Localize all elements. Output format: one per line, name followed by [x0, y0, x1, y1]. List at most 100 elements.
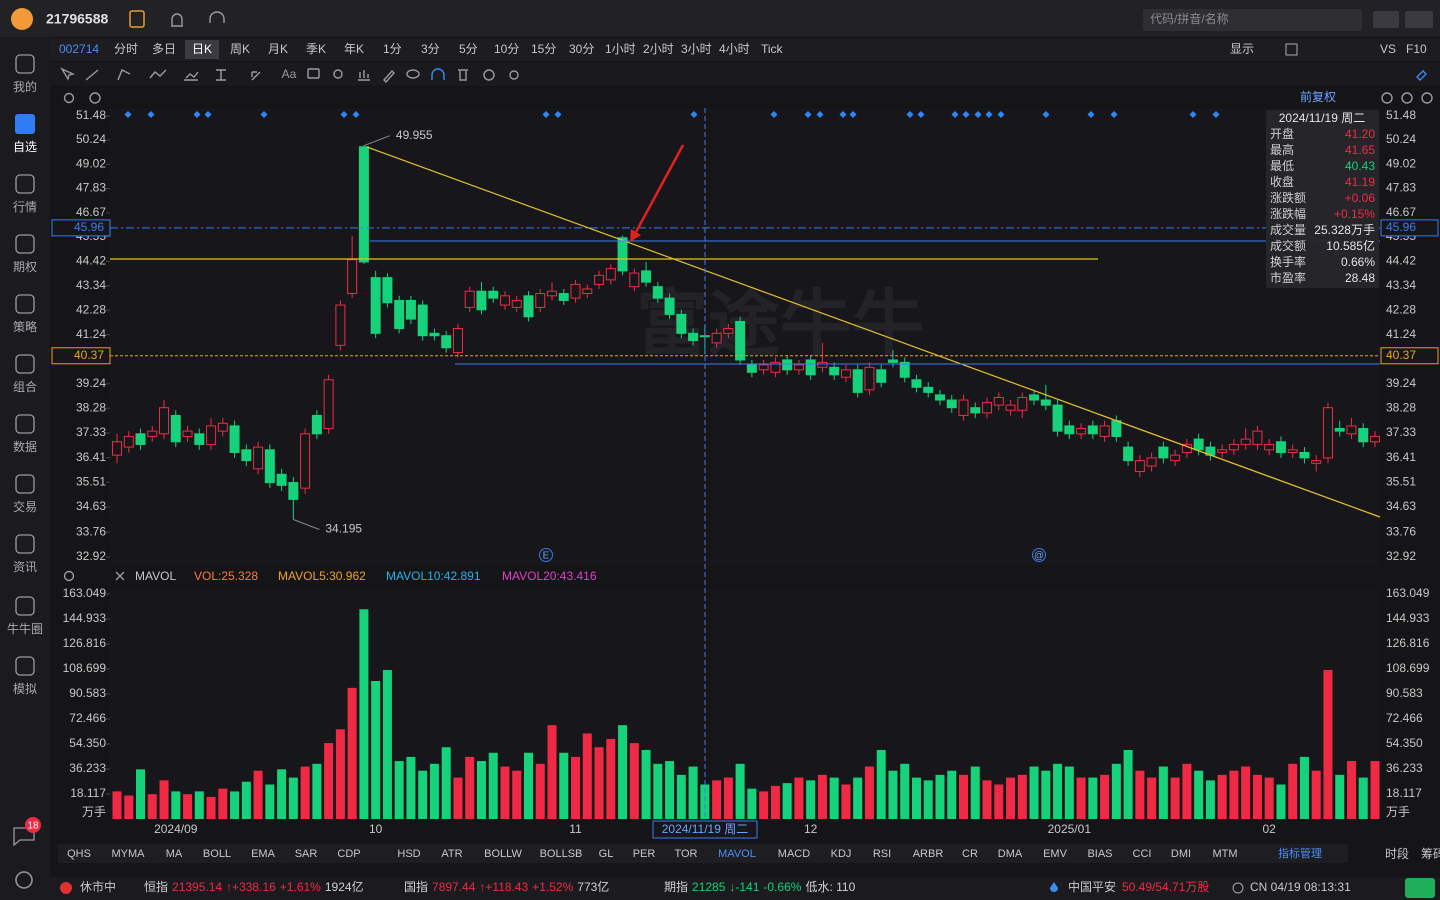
period-tab[interactable]: 4小时 — [719, 42, 750, 56]
arrow-tool[interactable] — [251, 71, 261, 81]
indicator-tab[interactable]: BOLLSB — [540, 848, 583, 860]
sidebar-label[interactable]: 自选 — [13, 140, 37, 154]
event-diamond[interactable] — [906, 111, 914, 118]
event-diamond[interactable] — [1042, 111, 1050, 118]
sidebar-label[interactable]: 行情 — [13, 200, 37, 214]
event-diamond[interactable] — [804, 111, 812, 118]
service-icon[interactable] — [209, 11, 225, 23]
event-diamond[interactable] — [542, 111, 550, 118]
cursor-tool[interactable] — [60, 67, 76, 81]
event-diamond[interactable] — [260, 111, 268, 118]
event-diamond[interactable] — [1087, 111, 1095, 118]
period-tab[interactable]: 季K — [306, 42, 326, 56]
measure-tool[interactable] — [216, 69, 226, 81]
indicator-tab[interactable]: CR — [962, 848, 978, 860]
indicator-tab[interactable]: RSI — [873, 848, 891, 860]
period-tab[interactable]: 3小时 — [681, 42, 712, 56]
skin-button[interactable] — [1373, 11, 1399, 28]
pin-icon[interactable] — [1416, 70, 1427, 81]
indicator-tab[interactable]: BIAS — [1087, 848, 1112, 860]
indicator-tab[interactable]: BOLLW — [484, 848, 522, 860]
indicator-tab[interactable]: EMA — [251, 848, 276, 860]
sidebar-label[interactable]: 我的 — [13, 79, 37, 94]
period-tab[interactable]: 15分 — [531, 42, 556, 56]
event-diamond[interactable] — [1212, 111, 1220, 118]
indicator-tab[interactable]: ATR — [441, 848, 462, 860]
sync-tool[interactable] — [483, 69, 495, 81]
period-tab[interactable]: Tick — [761, 42, 784, 56]
event-diamond[interactable] — [204, 111, 212, 118]
search-placeholder[interactable]: 代码/拼音/名称 — [1150, 11, 1229, 26]
indicator-tab[interactable]: DMI — [1171, 848, 1191, 860]
event-diamond[interactable] — [690, 111, 698, 118]
vs-button[interactable]: VS — [1380, 42, 1396, 56]
settings-icon[interactable] — [15, 871, 33, 889]
indicator-tab[interactable]: MACD — [778, 848, 810, 860]
indicator-tab[interactable]: DMA — [998, 848, 1023, 860]
sidebar-label[interactable]: 策略 — [13, 319, 37, 334]
indicator-name[interactable]: MAVOL — [135, 569, 176, 583]
event-diamond[interactable] — [147, 111, 155, 118]
eye-tool[interactable] — [406, 69, 420, 79]
indicator-tab[interactable]: SAR — [295, 848, 318, 860]
indicator-tab[interactable]: CCI — [1133, 848, 1152, 860]
indicator-tab[interactable]: MYMA — [112, 848, 146, 860]
indicator-tab[interactable]: ARBR — [913, 848, 944, 860]
period-tab[interactable]: 年K — [344, 42, 364, 56]
magnet-tool[interactable] — [431, 68, 445, 80]
period-tab[interactable]: 5分 — [459, 42, 478, 56]
indicator-tab[interactable]: MTM — [1212, 848, 1237, 860]
lock-icon[interactable] — [129, 10, 145, 28]
event-diamond[interactable] — [974, 111, 982, 118]
event-diamond[interactable] — [352, 111, 360, 118]
event-marker[interactable] — [1032, 548, 1046, 562]
event-diamond[interactable] — [770, 111, 778, 118]
indicator-tab[interactable]: 指标管理 — [1278, 846, 1322, 860]
event-diamond[interactable] — [816, 111, 824, 118]
side-tab[interactable]: 筹码 — [1421, 847, 1440, 861]
bell-icon[interactable] — [171, 13, 183, 27]
period-tab[interactable]: 2小时 — [643, 42, 674, 56]
period-tab[interactable]: 30分 — [569, 42, 594, 56]
period-tab[interactable]: 3分 — [421, 42, 440, 56]
indicator-tab[interactable]: CDP — [337, 848, 360, 860]
sidebar-label[interactable]: 组合 — [13, 379, 37, 394]
period-tab[interactable]: 1小时 — [605, 42, 636, 56]
indicator-tab[interactable]: PER — [633, 848, 656, 860]
vol-settings[interactable] — [63, 570, 75, 582]
indicator-tab[interactable]: EMV — [1043, 848, 1068, 860]
indicator-tab[interactable]: BOLL — [203, 848, 231, 860]
note-tool[interactable] — [307, 68, 320, 79]
indicator-tab[interactable]: MA — [166, 848, 183, 860]
settings-tool[interactable] — [509, 70, 519, 80]
brush-tool[interactable] — [383, 69, 395, 84]
zoom-in[interactable] — [1421, 92, 1433, 104]
event-diamond[interactable] — [193, 111, 201, 118]
event-diamond[interactable] — [554, 111, 562, 118]
chart-eye[interactable] — [89, 92, 101, 104]
zoom-out-1[interactable] — [1381, 92, 1393, 104]
event-diamond[interactable] — [962, 111, 970, 118]
event-marker[interactable] — [539, 548, 553, 562]
wave-tool[interactable] — [149, 69, 167, 79]
fib-tool[interactable] — [184, 71, 199, 81]
checkbox[interactable] — [1285, 43, 1298, 56]
event-diamond[interactable] — [849, 111, 857, 118]
event-diamond[interactable] — [839, 111, 847, 118]
period-tab[interactable]: 10分 — [494, 42, 519, 56]
chart-settings[interactable] — [63, 92, 75, 104]
f10-button[interactable]: F10 — [1406, 42, 1427, 56]
side-tab[interactable]: 时段 — [1385, 846, 1409, 861]
event-diamond[interactable] — [1110, 111, 1118, 118]
chart-tool[interactable] — [358, 70, 370, 81]
period-tab[interactable]: 月K — [268, 42, 288, 56]
event-diamond[interactable] — [917, 111, 925, 118]
event-diamond[interactable] — [340, 111, 348, 118]
indicator-tab[interactable]: KDJ — [831, 848, 852, 860]
sidebar-label[interactable]: 资讯 — [13, 560, 37, 574]
sidebar-label[interactable]: 交易 — [13, 499, 37, 514]
period-tab[interactable]: 日K — [192, 42, 212, 56]
layout-button[interactable] — [1405, 11, 1433, 28]
indicator-tab[interactable]: QHS — [67, 848, 91, 860]
event-diamond[interactable] — [1189, 111, 1197, 118]
